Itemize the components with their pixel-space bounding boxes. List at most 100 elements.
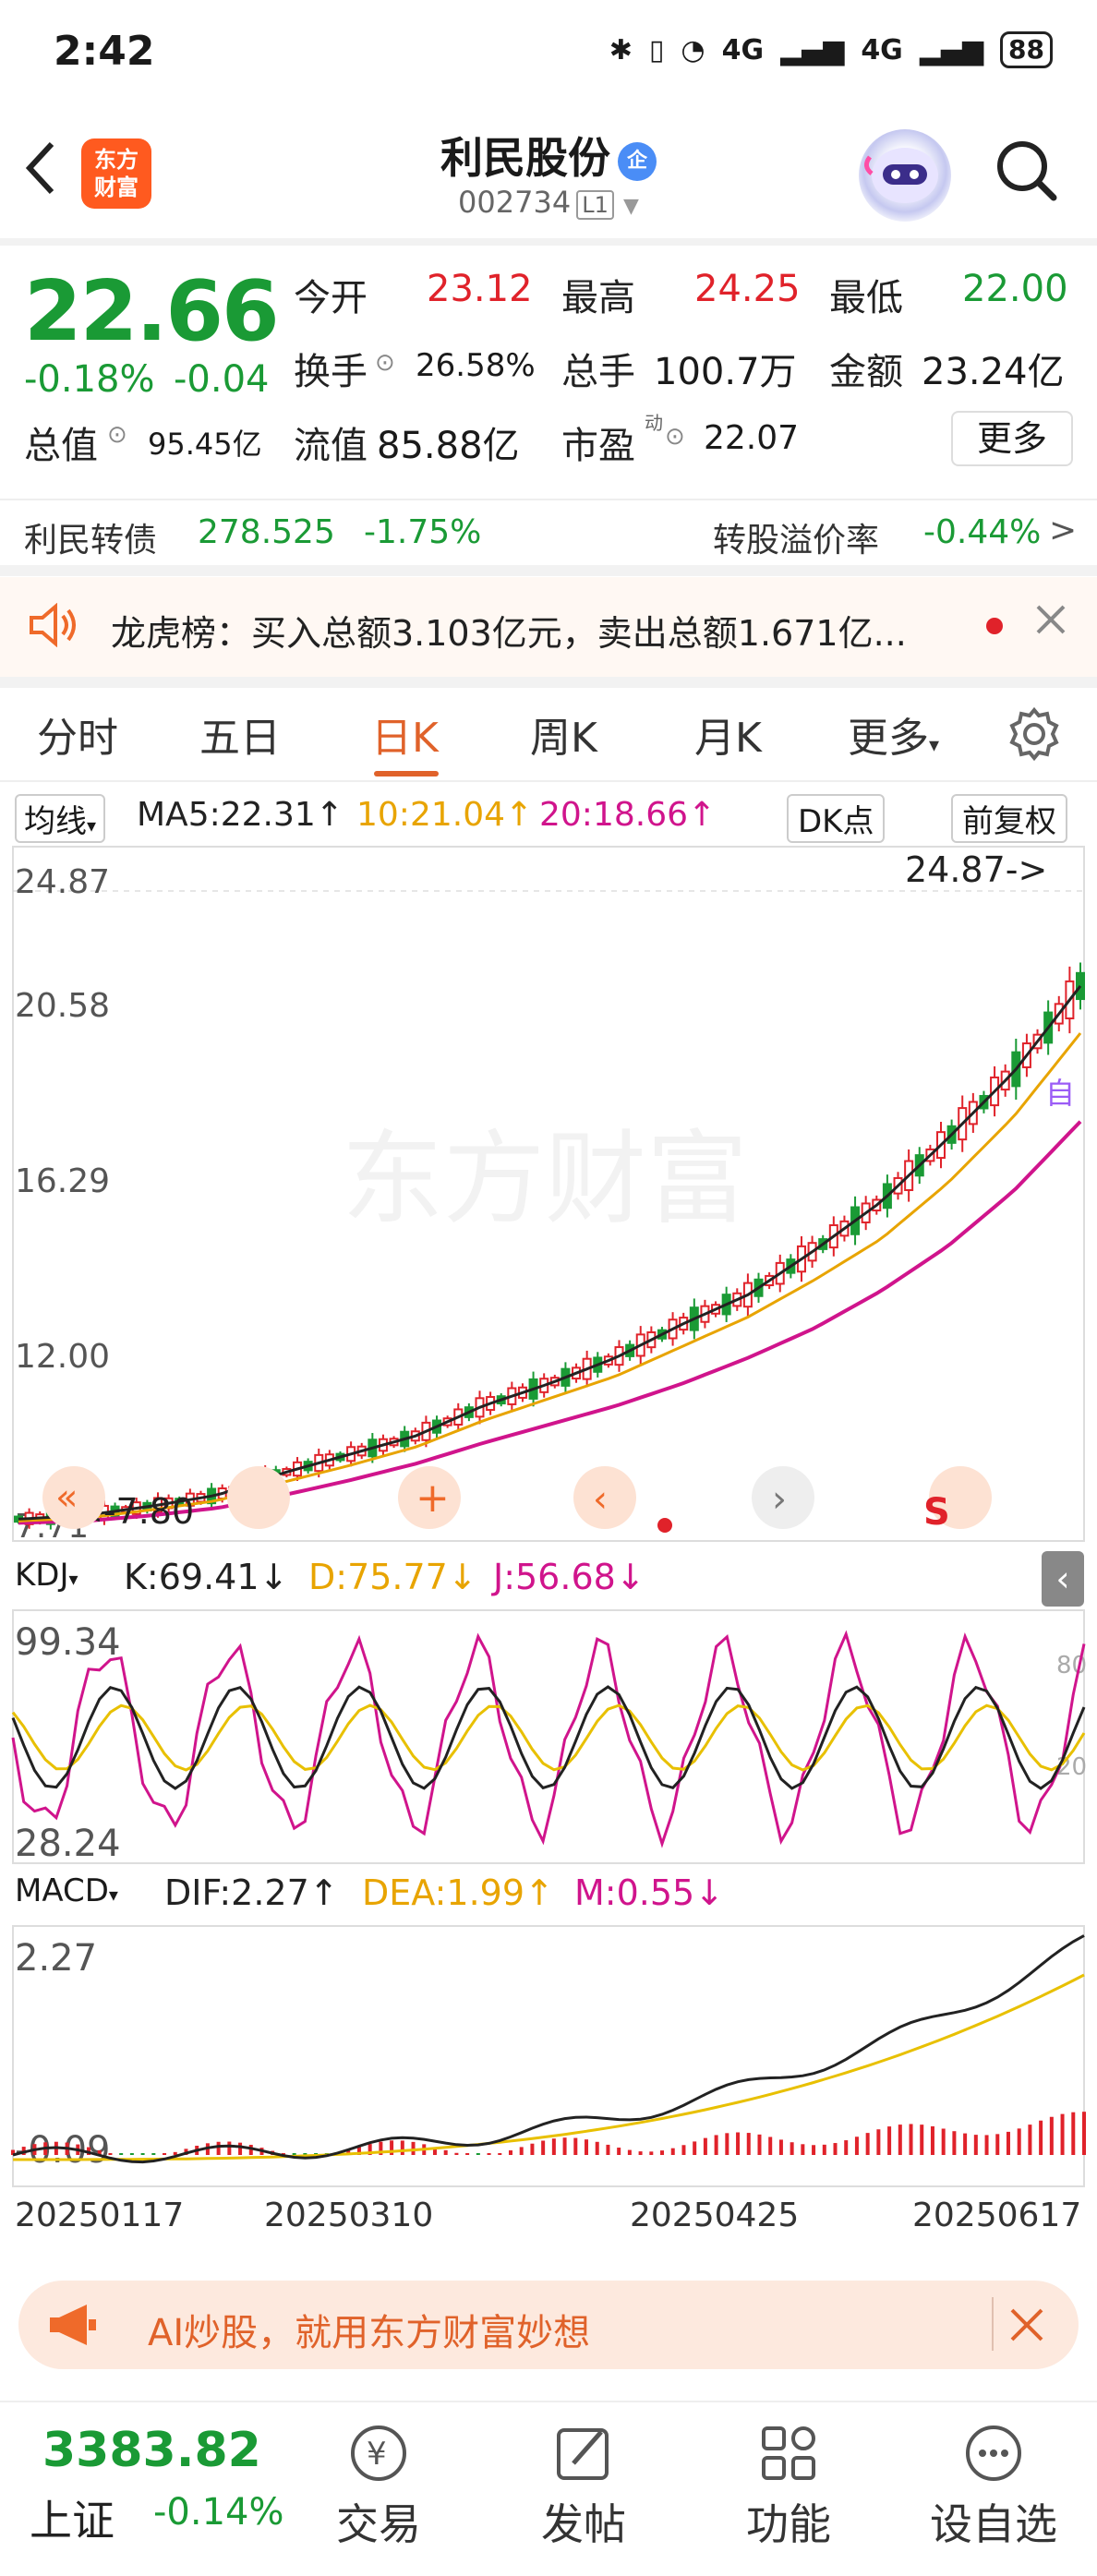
ai-ad-banner[interactable]: AI炒股，就用东方财富妙想 [18, 2281, 1079, 2369]
close-icon[interactable] [1032, 601, 1069, 642]
stock-name: 利民股份 [440, 133, 610, 183]
macd-bar [119, 2153, 124, 2155]
macd-bar [638, 2151, 643, 2155]
macd-bar [725, 2133, 729, 2155]
collapse-panel-button[interactable]: ‹ [1042, 1551, 1084, 1607]
macd-dif-text: DIF:2.27 [164, 1872, 309, 1913]
macd-bar [292, 2153, 296, 2155]
tab-monthly-k[interactable]: 月K [694, 715, 762, 762]
macd-bar [617, 2148, 621, 2155]
chevron-right-icon: › [772, 1478, 787, 1521]
nav-functions[interactable]: 功能 [715, 2421, 862, 2552]
macd-bar [303, 2153, 307, 2155]
ma10-text: 10:21.04 [356, 796, 505, 834]
indicator-select[interactable]: 均线▾ [15, 794, 106, 843]
back-button[interactable] [22, 138, 59, 208]
macd-bar [390, 2140, 394, 2155]
info-icon[interactable]: ⊙ [665, 423, 685, 451]
macd-chart: 2.27 -0.09 [11, 1925, 1086, 2187]
system-icons: ✱ ▯ ◔ 4G ▂▄▆ 4G ▂▄▆ 88 [609, 31, 1053, 68]
macd-bar [909, 2124, 913, 2155]
close-icon[interactable] [1007, 2305, 1047, 2349]
kdj-label: KDJ [15, 1557, 69, 1594]
wifi-icon: ◔ [681, 33, 705, 66]
candlestick-chart[interactable]: 东方财富 24.87 20.58 16.29 12.00 7.71 24.87-… [0, 845, 1097, 1547]
tab-more[interactable]: 更多▾ [848, 704, 939, 764]
edit-icon [551, 2421, 616, 2486]
kdj-select[interactable]: KDJ▾ [15, 1557, 78, 1594]
divider [0, 565, 1097, 576]
macd-bar [941, 2128, 946, 2155]
kdj-j: J:56.68↓ [493, 1557, 645, 1597]
candles-group [14, 962, 1085, 1530]
more-button[interactable]: 更多 [951, 411, 1073, 466]
macd-bar [248, 2144, 253, 2155]
nav-functions-label: 功能 [746, 2499, 831, 2549]
macd-bar [844, 2140, 849, 2155]
open-value: 23.12 [427, 268, 533, 310]
turnover-label: 换手 [294, 351, 368, 393]
macd-select[interactable]: MACD▾ [15, 1872, 118, 1909]
macd-bar [833, 2143, 838, 2155]
caret-down-icon: ▾ [68, 1568, 78, 1590]
macd-bar [216, 2141, 221, 2155]
kdj-20-label: 20 [1056, 1753, 1087, 1781]
macd-bar [1060, 2113, 1065, 2155]
yen-icon: ¥ [346, 2421, 411, 2486]
fullscreen-button[interactable] [929, 1466, 992, 1529]
ma5-value: MA5:22.31↑ [137, 796, 344, 834]
info-icon[interactable]: ⊙ [107, 421, 127, 449]
date-2: 20250310 [264, 2197, 434, 2234]
macd-bar [649, 2151, 654, 2155]
macd-bar [1017, 2128, 1021, 2155]
y-label-1: 24.87 [15, 863, 110, 901]
tab-weekly-k[interactable]: 周K [530, 715, 597, 762]
caret-down-icon: ▾ [929, 734, 940, 757]
minus-button[interactable] [227, 1466, 290, 1529]
dk-point-button[interactable]: DK点 [787, 794, 886, 843]
info-icon[interactable]: ⊙ [375, 349, 395, 377]
settings-gear-icon[interactable] [1007, 706, 1062, 765]
svg-text:¥: ¥ [367, 2436, 387, 2473]
macd-bar [995, 2134, 1000, 2155]
tab-daily-k[interactable]: 日K [371, 715, 439, 762]
period-tabs: 分时 五日 日K 周K 月K 更多▾ [0, 688, 1097, 782]
macd-bar [746, 2133, 751, 2155]
macd-bar [1082, 2112, 1086, 2155]
nav-post[interactable]: 发帖 [510, 2421, 657, 2552]
chevron-down-icon: ▼ [623, 195, 639, 218]
index-value[interactable]: 3383.82 [42, 2423, 261, 2478]
next-button[interactable] [752, 1466, 814, 1529]
kdj-y-top: 99.34 [15, 1621, 121, 1664]
assistant-avatar-icon[interactable] [859, 129, 951, 222]
macd-bar [585, 2139, 589, 2155]
nav-trade[interactable]: ¥ 交易 [305, 2421, 452, 2552]
speaker-icon [28, 602, 79, 651]
y-axis-labels: 24.87 20.58 16.29 12.00 7.71 [15, 863, 110, 1546]
last-price: 22.66 [24, 263, 280, 360]
macd-bar [508, 2150, 512, 2155]
notice-bar[interactable]: 龙虎榜：买入总额3.103亿元，卖出总额1.671亿... [0, 577, 1097, 677]
ma20-line [18, 1120, 1082, 1525]
macd-bar [930, 2125, 934, 2155]
macd-dea: DEA:1.99↑ [362, 1872, 554, 1913]
kdj-d: D:75.77↓ [308, 1557, 477, 1597]
stock-code-row[interactable]: 002734 L1 ▼ [0, 185, 1097, 220]
macd-bar [11, 2149, 15, 2155]
unread-dot [986, 618, 1003, 634]
clock: 2:42 [54, 28, 155, 75]
search-icon[interactable] [993, 137, 1059, 203]
adjust-button[interactable]: 前复权 [951, 794, 1067, 843]
tab-five-day[interactable]: 五日 [199, 715, 281, 762]
nav-watchlist-label: 设自选 [930, 2499, 1057, 2549]
kdj-d-line [11, 1703, 1086, 1772]
nav-watchlist[interactable]: 设自选 [920, 2421, 1067, 2552]
zoom-out-button[interactable] [42, 1466, 105, 1529]
macd-bar [681, 2145, 686, 2155]
prev-button[interactable] [573, 1466, 636, 1529]
tab-intraday[interactable]: 分时 [37, 715, 118, 762]
macd-bar [400, 2140, 404, 2155]
plus-button[interactable] [398, 1466, 461, 1529]
convertible-bond-row[interactable]: 利民转债 278.525 -1.75% 转股溢价率 -0.44% > [0, 499, 1097, 563]
nav-trade-label: 交易 [336, 2499, 421, 2549]
